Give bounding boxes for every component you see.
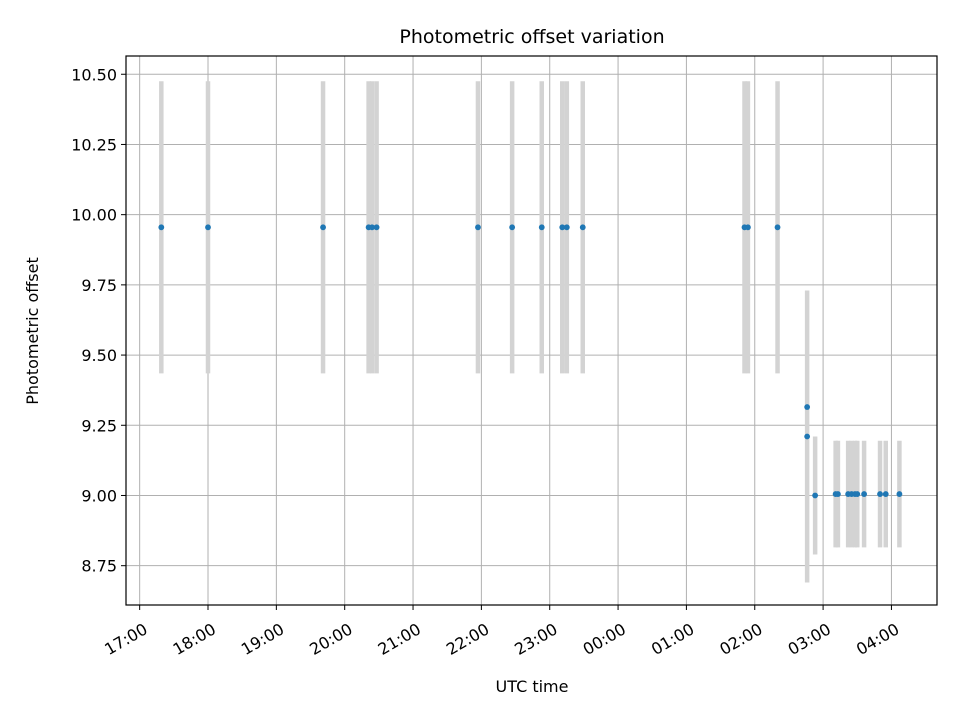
grid-lines [126,56,937,605]
data-point [896,491,903,497]
chart-title: Photometric offset variation [399,26,664,48]
y-tick-label: 10.25 [71,135,117,154]
y-axis-ticks: 8.75 9.00 9.25 9.50 9.75 10.00 10.25 10.50 [71,65,126,576]
data-point [373,224,380,231]
data-point [854,491,861,497]
y-tick-label: 9.25 [81,416,117,435]
data-point [205,224,211,231]
data-point [774,224,781,231]
y-tick-label: 9.50 [81,346,117,365]
data-point [559,224,566,231]
data-point [745,224,751,231]
data-point [579,224,586,231]
data-points [158,224,903,499]
data-point [877,491,883,497]
data-point [812,492,819,499]
data-point [369,224,375,231]
data-point [861,491,868,497]
data-point [804,433,811,440]
data-point [835,491,841,497]
data-point [320,224,326,231]
y-tick-label: 10.00 [71,206,117,225]
plot-frame [125,55,938,606]
data-point [475,224,481,231]
data-point [509,224,516,231]
data-point [804,404,811,410]
x-axis-title: UTC time [496,677,569,696]
data-point [538,224,545,231]
data-point [882,491,889,497]
data-point [158,224,165,231]
y-tick-label: 10.50 [71,65,117,84]
y-axis-title: Photometric offset [23,257,42,405]
y-tick-label: 9.75 [81,276,117,295]
y-tick-label: 9.00 [81,486,117,505]
data-point [563,224,570,231]
y-tick-label: 8.75 [81,557,117,576]
